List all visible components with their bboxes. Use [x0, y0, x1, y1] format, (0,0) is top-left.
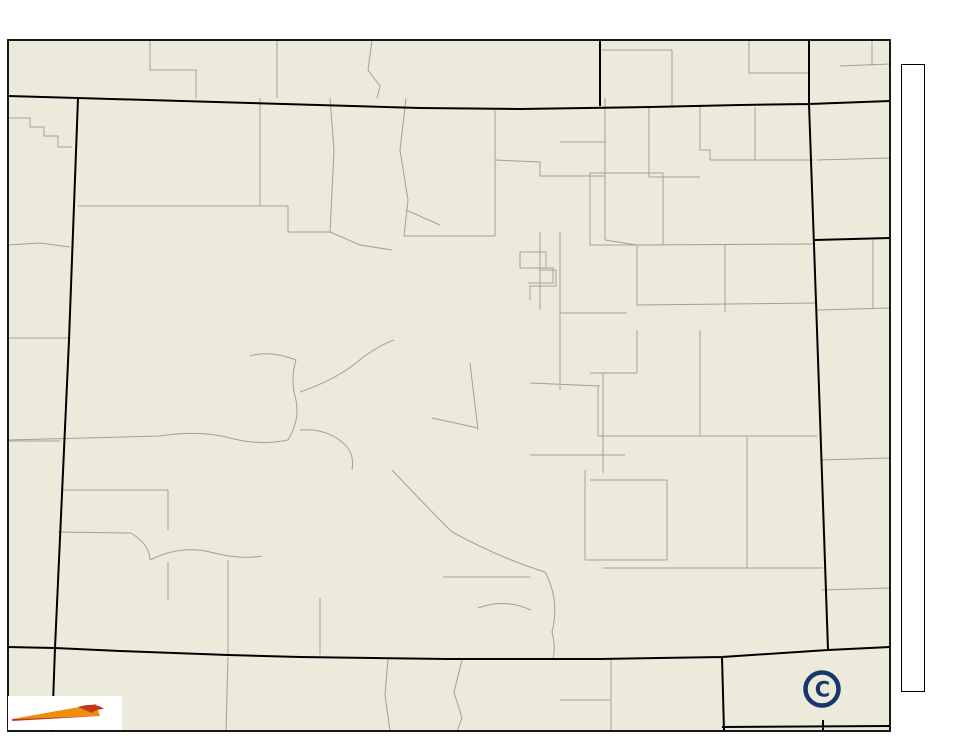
colorbar	[901, 64, 925, 692]
map-frame	[7, 39, 891, 732]
acis-logo	[8, 696, 122, 730]
acis-swoosh-icon	[12, 704, 104, 721]
state-borders	[7, 40, 891, 732]
map-background	[8, 40, 890, 731]
svg-text:C: C	[815, 678, 830, 702]
snowflake-c-logo: C	[803, 670, 841, 708]
neighbor-county-lines	[7, 39, 891, 732]
colorado-county-lines	[7, 97, 823, 660]
